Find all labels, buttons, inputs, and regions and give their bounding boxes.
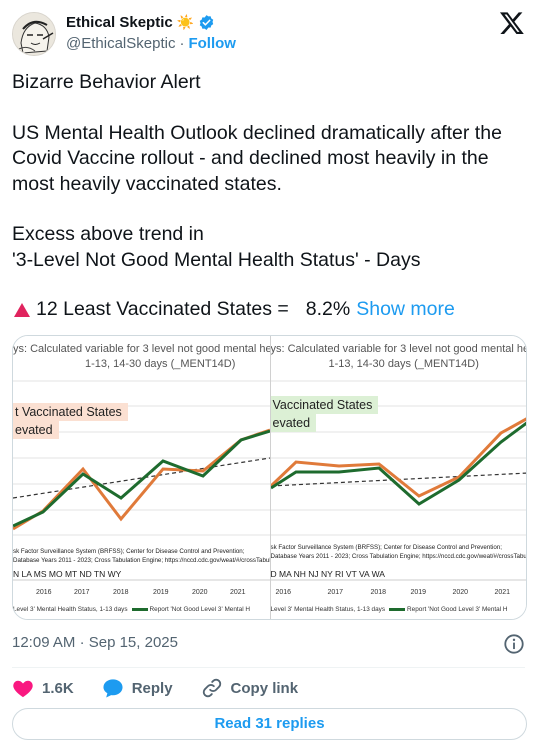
avatar[interactable] (12, 12, 56, 56)
chart-title-line2: 1-13, 14-30 days (_MENT14D) (85, 358, 236, 370)
least-vaccinated-value: 8.2% (305, 298, 351, 320)
chart-title-line1: ys: Calculated variable for 3 level not … (270, 343, 527, 355)
tweet-media[interactable]: ys: Calculated variable for 3 level not … (12, 335, 527, 620)
separator-dot: · (179, 35, 185, 52)
sun-emoji-icon: ☀️ (176, 14, 195, 30)
chart-source-line1: sk Factor Surveillance System (BRFSS); C… (270, 544, 502, 551)
legend-item-2: Report 'Not Good Level 3' Mental H (149, 606, 251, 613)
skeptic-sketch-avatar-icon (13, 13, 55, 55)
year-tick: 2020 (452, 589, 469, 596)
tweet-line-alert: Bizarre Behavior Alert (12, 71, 201, 93)
reply-bubble-icon (103, 679, 123, 698)
least-vaccinated-label: 12 Least Vaccinated States = (36, 298, 289, 320)
chart-source-line2: Database Years 2011 - 2023; Cross Tabula… (13, 557, 270, 564)
chart-tag-line1: t Vaccinated States (13, 403, 128, 421)
tweet-text: Bizarre Behavior Alert US Mental Health … (12, 70, 527, 273)
chart-panel-least-vaccinated: ys: Calculated variable for 3 level not … (13, 336, 270, 619)
read-replies-button[interactable]: Read 31 replies (12, 708, 527, 740)
legend-item-1: Level 3' Mental Health Status, 1-13 days (270, 606, 386, 613)
reply-label: Reply (131, 679, 173, 697)
year-tick: 2018 (113, 589, 129, 596)
chart-tag-line2: evated (13, 421, 59, 439)
show-more-link[interactable]: Show more (356, 298, 455, 320)
chart-tag-line1: Vaccinated States (270, 396, 379, 414)
year-tick: 2017 (74, 589, 90, 596)
year-tick: 2016 (275, 589, 292, 596)
tweet-line-status: '3-Level Not Good Mental Health Status' … (12, 248, 421, 271)
chart-states-list: N LA MS MO MT ND TN WY (13, 569, 122, 579)
chart-legend: Level 3' Mental Health Status, 1-13 days… (13, 606, 250, 613)
chart-year-axis: 2016 2017 2018 2019 2020 2021 (271, 589, 527, 599)
year-tick: 2018 (370, 589, 387, 596)
legend-item-2: Report 'Not Good Level 3' Mental H (407, 606, 508, 613)
handle[interactable]: @EthicalSkeptic (66, 35, 176, 52)
tweet-line-outlook: US Mental Health Outlook declined dramat… (12, 121, 502, 195)
follow-link[interactable]: Follow (188, 35, 236, 52)
tweet-header: Ethical Skeptic ☀️ @EthicalSkeptic · Fol… (12, 8, 525, 60)
year-tick: 2017 (327, 589, 344, 596)
heart-icon (13, 680, 33, 698)
chart-states-list: D MA NH NJ NY RI VT VA WA (270, 569, 385, 579)
chart-title-line2: 1-13, 14-30 days (_MENT14D) (328, 358, 479, 370)
verified-badge-icon (199, 15, 214, 30)
year-tick: 2021 (494, 589, 511, 596)
chart-panel-most-vaccinated: ys: Calculated variable for 3 level not … (269, 336, 527, 619)
year-tick: 2019 (410, 589, 427, 596)
chart-legend: Level 3' Mental Health Status, 1-13 days… (271, 606, 508, 613)
link-icon (202, 678, 221, 698)
chart-most-vaccinated-svg (270, 380, 526, 581)
reply-button[interactable]: Reply (102, 678, 173, 698)
year-tick: 2019 (153, 589, 169, 596)
chart-source-line1: sk Factor Surveillance System (BRFSS); C… (13, 548, 245, 555)
tweet-line-excess: Excess above trend in (12, 223, 204, 245)
legend-green-swatch (389, 608, 406, 611)
legend-green-swatch (131, 608, 148, 611)
like-button[interactable]: 1.6K (12, 678, 74, 698)
action-bar: 1.6K Reply Copy link (12, 676, 326, 700)
year-tick: 2016 (36, 589, 52, 596)
display-name[interactable]: Ethical Skeptic (66, 14, 173, 31)
red-triangle-icon (14, 302, 30, 317)
chart-year-axis: 2016 2017 2018 2019 2020 2021 (13, 589, 270, 599)
year-tick: 2021 (230, 589, 246, 596)
divider (12, 667, 525, 668)
copy-link-label: Copy link (230, 679, 299, 697)
tweet-time: 12:09 AM (12, 634, 76, 651)
year-tick: 2020 (192, 589, 208, 596)
timestamp-separator: · (79, 634, 85, 651)
tweet-timestamp[interactable]: 12:09 AM · Sep 15, 2025 (12, 634, 178, 651)
x-logo-icon[interactable] (499, 10, 525, 36)
chart-tag-line2: evated (270, 414, 317, 432)
legend-item-1: Level 3' Mental Health Status, 1-13 days (13, 606, 128, 613)
least-vaccinated-row: 12 Least Vaccinated States = 8.2% Show m… (14, 298, 455, 321)
chart-source-line2: Database Years 2011 - 2023; Cross Tabula… (270, 553, 527, 560)
like-count: 1.6K (42, 679, 74, 697)
chart-title-line1: ys: Calculated variable for 3 level not … (13, 343, 270, 355)
copy-link-button[interactable]: Copy link (201, 677, 299, 699)
tweet-date: Sep 15, 2025 (88, 634, 178, 651)
info-icon[interactable] (503, 633, 525, 655)
